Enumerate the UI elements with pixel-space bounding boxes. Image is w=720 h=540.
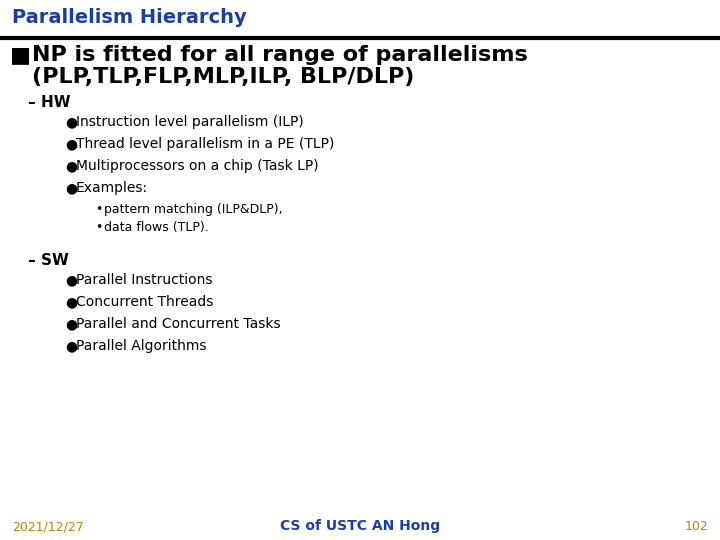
Text: – SW: – SW — [28, 253, 69, 268]
Text: data flows (TLP).: data flows (TLP). — [104, 221, 209, 234]
Text: ●: ● — [65, 339, 77, 353]
Text: ●: ● — [65, 317, 77, 331]
Text: Parallel and Concurrent Tasks: Parallel and Concurrent Tasks — [76, 317, 281, 331]
Text: ●: ● — [65, 295, 77, 309]
Text: Parallel Instructions: Parallel Instructions — [76, 273, 212, 287]
Text: Examples:: Examples: — [76, 181, 148, 195]
Text: ●: ● — [65, 181, 77, 195]
Text: ●: ● — [65, 273, 77, 287]
Text: (PLP,TLP,FLP,MLP,ILP, BLP/DLP): (PLP,TLP,FLP,MLP,ILP, BLP/DLP) — [32, 67, 415, 87]
Text: 102: 102 — [684, 520, 708, 533]
Text: •: • — [95, 203, 102, 216]
Text: CS of USTC AN Hong: CS of USTC AN Hong — [280, 519, 440, 533]
Text: ■: ■ — [10, 45, 31, 65]
Text: •: • — [95, 221, 102, 234]
Text: Instruction level parallelism (ILP): Instruction level parallelism (ILP) — [76, 115, 304, 129]
Text: Parallelism Hierarchy: Parallelism Hierarchy — [12, 8, 247, 27]
Text: Multiprocessors on a chip (Task LP): Multiprocessors on a chip (Task LP) — [76, 159, 319, 173]
Text: ●: ● — [65, 137, 77, 151]
Text: NP is fitted for all range of parallelisms: NP is fitted for all range of parallelis… — [32, 45, 528, 65]
Text: ●: ● — [65, 115, 77, 129]
Text: 2021/12/27: 2021/12/27 — [12, 520, 84, 533]
Text: – HW: – HW — [28, 95, 71, 110]
Text: pattern matching (ILP&DLP),: pattern matching (ILP&DLP), — [104, 203, 283, 216]
Text: Thread level parallelism in a PE (TLP): Thread level parallelism in a PE (TLP) — [76, 137, 334, 151]
Text: Parallel Algorithms: Parallel Algorithms — [76, 339, 207, 353]
Text: ●: ● — [65, 159, 77, 173]
Text: Concurrent Threads: Concurrent Threads — [76, 295, 213, 309]
